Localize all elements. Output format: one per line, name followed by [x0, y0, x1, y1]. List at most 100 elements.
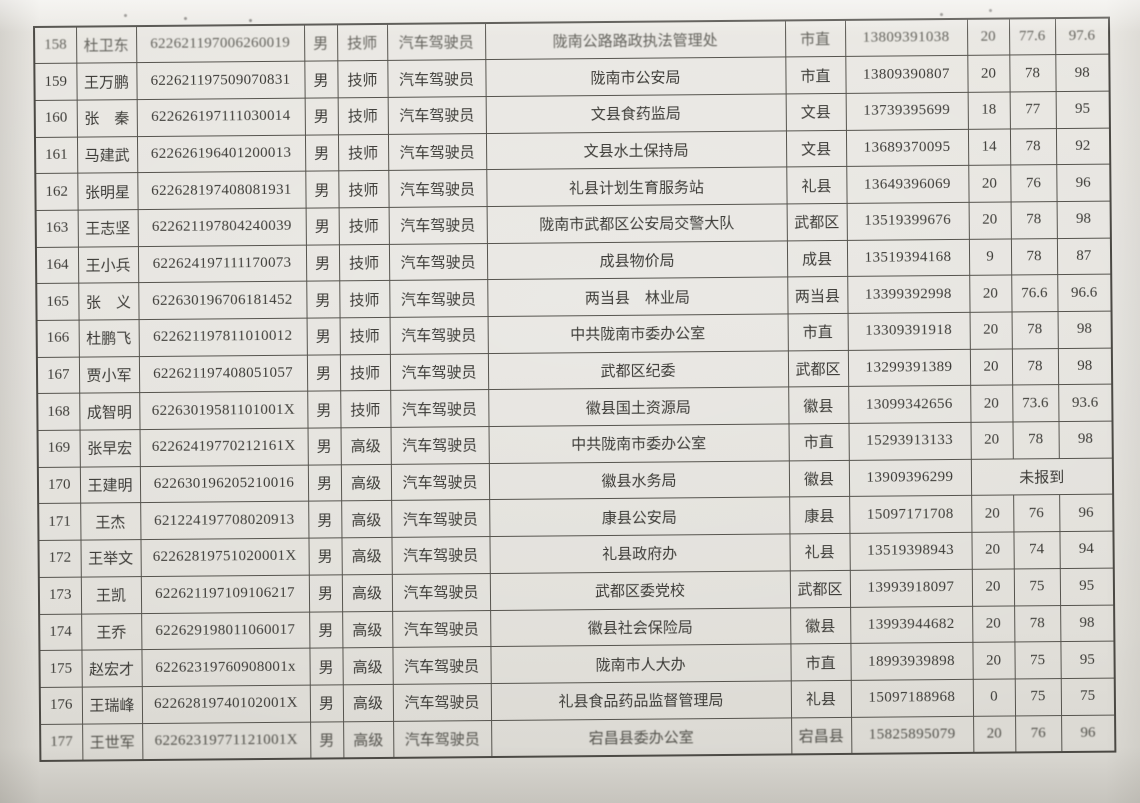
cell-unit: 康县公安局 [489, 497, 790, 537]
cell-no: 169 [37, 430, 80, 468]
cell-name: 王万鹏 [76, 62, 137, 100]
cell-name: 王瑞峰 [81, 686, 143, 724]
cell-phone: 15097188968 [850, 679, 974, 717]
cell-name: 张早宏 [79, 429, 140, 467]
cell-title: 技师 [336, 23, 388, 62]
cell-no: 177 [40, 723, 83, 761]
cell-gender: 男 [307, 427, 341, 465]
cell-region: 徽县 [788, 460, 850, 498]
cell-name: 王世军 [82, 723, 143, 761]
cell-score1: 20 [972, 642, 1015, 680]
cell-region: 武都区 [787, 350, 849, 388]
dust-speck [940, 13, 943, 16]
cell-unit: 礼县计划生育服务站 [486, 167, 787, 207]
dust-speck [184, 17, 187, 20]
cell-no: 175 [39, 650, 82, 688]
cell-score2: 75 [1014, 641, 1061, 679]
cell-score2: 78 [1009, 128, 1057, 166]
cell-job: 汽车驾驶员 [389, 353, 489, 391]
cell-name: 张 秦 [76, 99, 137, 137]
cell-score1: 9 [968, 238, 1012, 276]
cell-score3: 98 [1057, 311, 1112, 349]
cell-score1: 20 [967, 55, 1010, 93]
cell-name: 王凯 [80, 576, 142, 614]
cell-unit: 陇南市人大办 [490, 644, 791, 684]
cell-id: 622621197804240039 [137, 208, 306, 247]
cell-gender: 男 [306, 354, 341, 392]
cell-name: 王杰 [80, 503, 141, 541]
roster-body: 158 杜卫东 622621197006260019 男技师 汽车驾驶员 陇南公路路政执法… [34, 17, 1116, 761]
cell-phone: 15293913133 [848, 422, 971, 461]
cell-unit: 武都区委党校 [489, 570, 791, 611]
cell-unit: 陇南市公安局 [485, 57, 786, 97]
cell-title: 高级 [342, 647, 393, 685]
cell-gender: 男 [308, 574, 343, 612]
cell-score2: 77.6 [1008, 18, 1056, 56]
cell-region: 徽县 [788, 386, 849, 424]
cell-phone: 13099342656 [848, 385, 971, 424]
cell-id: 62262319771121001X [142, 721, 311, 760]
cell-name: 马建武 [76, 136, 138, 174]
cell-id: 622621197006260019 [136, 24, 305, 63]
cell-score1: 20 [968, 201, 1011, 239]
cell-score3: 87 [1056, 237, 1112, 275]
cell-score2: 76 [1013, 495, 1060, 533]
cell-score2: 76.6 [1011, 274, 1058, 312]
dust-speck [989, 9, 992, 12]
cell-job: 汽车驾驶员 [393, 720, 492, 758]
cell-job: 汽车驾驶员 [389, 279, 488, 318]
cell-no: 158 [34, 26, 77, 64]
cell-phone: 13909396299 [848, 459, 972, 497]
cell-score2: 78 [1011, 348, 1059, 386]
cell-name: 杜卫东 [76, 26, 137, 64]
cell-score2: 77 [1009, 91, 1056, 129]
cell-unit: 礼县食品药品监督管理局 [490, 680, 792, 721]
cell-phone: 13809391038 [844, 18, 968, 57]
cell-gender: 男 [309, 611, 343, 649]
cell-score1: 20 [971, 568, 1015, 606]
cell-job: 汽车驾驶员 [391, 536, 490, 575]
cell-region: 文县 [785, 129, 847, 168]
cell-unit: 文县水土保持局 [485, 130, 787, 170]
cell-no: 173 [38, 576, 82, 614]
cell-score3: 98 [1060, 604, 1115, 642]
cell-title: 技师 [339, 354, 391, 392]
cell-phone: 15097171708 [849, 495, 972, 534]
cell-score3: 95 [1059, 567, 1115, 606]
cell-region: 市直 [784, 19, 846, 58]
cell-gender: 男 [303, 24, 338, 62]
cell-job: 汽车驾驶员 [390, 426, 489, 465]
cell-region: 徽县 [790, 606, 851, 645]
cell-score2: 78 [1012, 421, 1059, 459]
cell-title: 高级 [342, 610, 393, 649]
cell-no: 170 [37, 466, 81, 504]
cell-name: 贾小军 [78, 356, 140, 394]
cell-no: 164 [35, 246, 79, 284]
cell-name: 王乔 [81, 613, 142, 651]
cell-no: 174 [39, 613, 82, 651]
cell-score1: 20 [973, 715, 1016, 753]
cell-name: 杜鹏飞 [78, 319, 139, 357]
cell-unit: 陇南市武都区公安局交警大队 [486, 203, 787, 244]
cell-phone: 13649396069 [846, 165, 969, 204]
cell-no: 159 [34, 63, 77, 101]
cell-phone: 13309391918 [847, 312, 970, 351]
cell-score2: 76 [1010, 164, 1057, 202]
cell-unit: 中共陇南市委办公室 [487, 313, 788, 354]
cell-title: 技师 [337, 97, 388, 135]
cell-id: 62262819751020001X [140, 538, 309, 577]
cell-score3: 98 [1058, 421, 1113, 459]
cell-job: 汽车驾驶员 [390, 463, 490, 501]
cell-region: 市直 [785, 56, 846, 94]
cell-score1: 20 [968, 165, 1011, 203]
cell-id: 621224197708020913 [140, 501, 309, 540]
cell-gender: 男 [307, 391, 341, 429]
cell-title: 高级 [341, 500, 392, 538]
cell-phone: 13519398943 [849, 532, 972, 571]
cell-region: 康县 [789, 496, 850, 535]
cell-no: 160 [34, 99, 77, 138]
cell-region: 市直 [790, 643, 851, 681]
cell-region: 两当县 [787, 276, 848, 314]
cell-no: 162 [35, 173, 78, 211]
